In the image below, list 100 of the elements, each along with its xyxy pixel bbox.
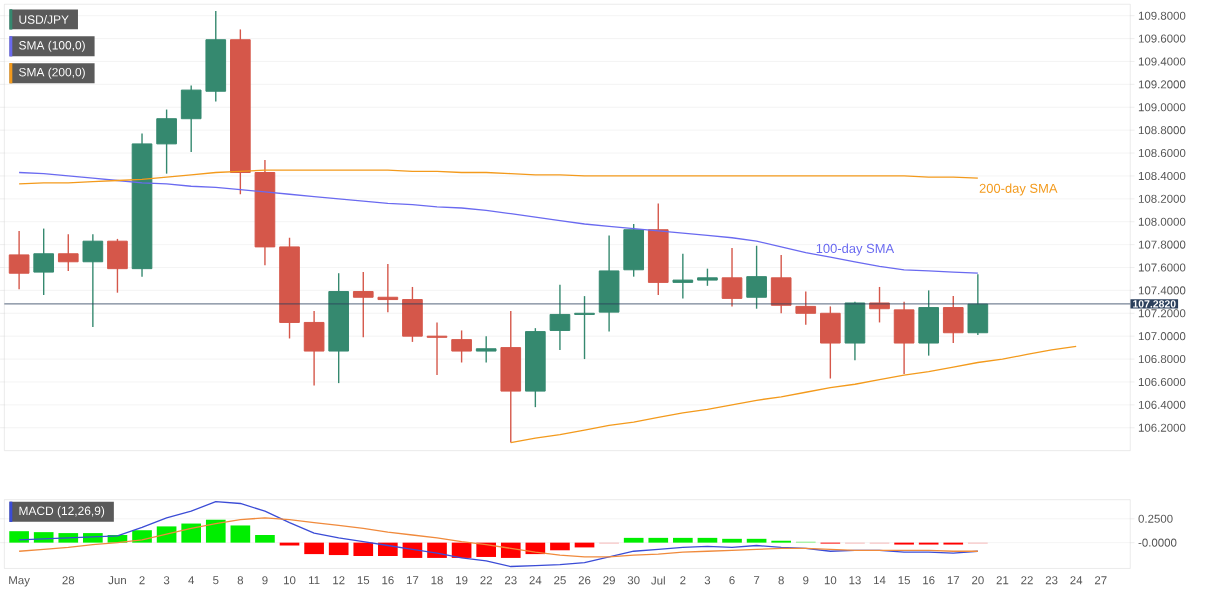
x-tick-label: 18 <box>431 576 443 585</box>
x-tick-label: 23 <box>1045 576 1058 585</box>
candlestick <box>57 233 79 272</box>
y-tick-label: 106.8000 <box>1138 355 1186 364</box>
x-tick-label: 17 <box>406 576 419 585</box>
line-series <box>18 171 979 274</box>
x-tick-label: 20 <box>972 576 984 585</box>
x-tick-label: 22 <box>1021 576 1033 585</box>
bar <box>353 542 374 557</box>
bar <box>230 525 251 543</box>
y-tick-label: 108.2000 <box>1138 194 1186 203</box>
candlestick <box>8 230 30 291</box>
bar <box>451 542 472 559</box>
x-tick-label: 11 <box>309 576 320 585</box>
x-tick-label: 5 <box>213 576 219 585</box>
candlestick <box>746 245 767 310</box>
y-tick-label: 108.8000 <box>1138 126 1186 135</box>
x-tick-label: 15 <box>357 576 370 585</box>
x-tick-label: 24 <box>1070 576 1083 585</box>
x-tick-label: 2 <box>139 576 145 585</box>
x-tick-label: 14 <box>874 576 886 585</box>
x-tick-label: 19 <box>456 576 468 585</box>
x-tick-label: 12 <box>333 576 345 585</box>
candlestick <box>377 263 399 313</box>
bar <box>181 523 202 543</box>
x-tick-label: 27 <box>1094 576 1107 585</box>
x-tick-label: 6 <box>729 576 735 585</box>
annotation: 200-day SMA <box>979 183 1058 196</box>
bar <box>304 542 324 555</box>
y-tick-label: 109.2000 <box>1138 80 1186 89</box>
x-tick-label: 10 <box>284 576 296 585</box>
candlestick <box>672 253 694 300</box>
x-tick-label: 3 <box>163 576 170 585</box>
ref-line-label: 107.2820 <box>1133 300 1176 308</box>
x-tick-label: 16 <box>382 576 394 585</box>
bar <box>156 526 177 543</box>
x-tick-label: 7 <box>754 576 760 585</box>
y-tick-label: 108.4000 <box>1138 171 1186 181</box>
y-tick-label: 107.2000 <box>1138 309 1186 318</box>
x-tick-label: 17 <box>947 576 960 585</box>
bar <box>673 537 693 543</box>
bar <box>476 542 497 558</box>
x-tick-label: 13 <box>849 576 861 585</box>
x-tick-label: 25 <box>554 576 566 585</box>
x-tick-label: 29 <box>603 576 615 585</box>
x-tick-label: 9 <box>803 576 809 585</box>
y-tick-label: 109.8000 <box>1138 11 1186 20</box>
y-tick-label: 108.0000 <box>1138 217 1186 226</box>
x-tick-label: Jun <box>108 576 126 585</box>
x-tick-label: 30 <box>627 576 640 585</box>
y-tick-label: 109.0000 <box>1138 103 1186 112</box>
bar <box>697 537 718 543</box>
x-tick-label: 10 <box>824 576 837 585</box>
legend-label: SMA (200,0) <box>19 67 85 79</box>
x-tick-label: 2 <box>680 576 686 585</box>
x-tick-label: 16 <box>923 576 935 585</box>
y-tick-label: 106.2000 <box>1138 423 1186 432</box>
y-tick-label: 109.6000 <box>1138 34 1186 43</box>
y-tick-label: 109.4000 <box>1138 57 1186 66</box>
candlestick <box>451 329 472 364</box>
bar <box>550 542 570 551</box>
y-tick-label: 106.6000 <box>1138 378 1186 387</box>
x-tick-label: 15 <box>898 576 910 585</box>
y-tick-label: 106.4000 <box>1138 400 1186 410</box>
bar <box>279 542 300 546</box>
x-tick-label: 8 <box>778 576 784 585</box>
bar <box>648 537 669 543</box>
x-tick-label: 28 <box>62 576 75 585</box>
annotation: 100-day SMA <box>816 243 895 256</box>
bar <box>746 538 767 543</box>
bar <box>722 538 742 543</box>
x-tick-label: 3 <box>704 576 711 585</box>
x-tick-label: May <box>9 576 30 587</box>
legend-label: SMA (100,0) <box>19 40 85 52</box>
y-tick-label: 107.8000 <box>1138 240 1186 249</box>
bar <box>9 531 29 543</box>
legend-label: MACD (12,26,9) <box>19 506 105 518</box>
x-tick-label: 24 <box>529 576 542 585</box>
x-tick-label: 21 <box>996 576 1009 585</box>
y-tick-label: 107.0000 <box>1138 332 1186 341</box>
y-tick-label: 108.6000 <box>1138 149 1186 158</box>
y-tick-label: -0.0000 <box>1138 538 1177 547</box>
bar <box>255 535 275 543</box>
bar <box>623 537 644 543</box>
bar <box>205 519 226 543</box>
bar <box>328 542 349 556</box>
line-series <box>510 345 1077 444</box>
x-tick-label: 4 <box>188 576 195 585</box>
candlestick <box>721 247 743 308</box>
y-tick-label: 0.2500 <box>1138 514 1173 523</box>
bar <box>427 542 447 559</box>
candlestick <box>426 321 448 376</box>
y-tick-label: 107.6000 <box>1138 263 1186 272</box>
candlestick <box>33 228 55 296</box>
x-tick-label: 23 <box>504 576 517 585</box>
x-tick-label: 8 <box>237 576 244 585</box>
x-tick-label: 26 <box>578 576 591 585</box>
y-tick-label: 107.4000 <box>1138 286 1186 295</box>
candlestick <box>574 295 595 360</box>
legend-label: USD/JPY <box>19 15 69 24</box>
